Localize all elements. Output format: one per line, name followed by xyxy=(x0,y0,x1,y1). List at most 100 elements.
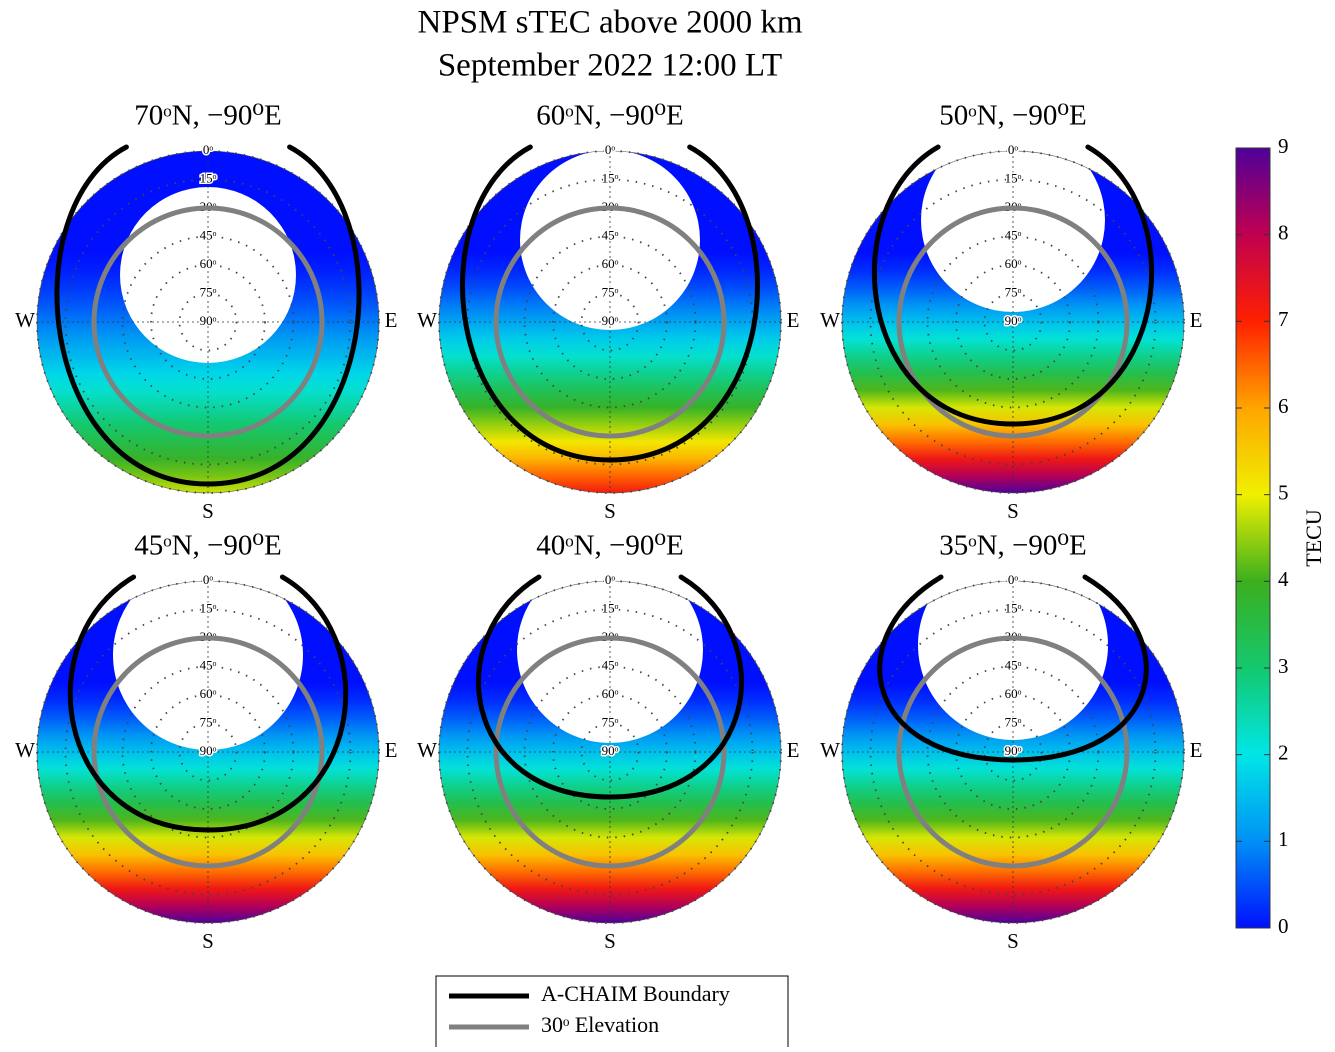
elevation-label: 0ᵒ xyxy=(605,142,616,157)
no-data-region xyxy=(113,581,303,750)
elevation-label: 45ᵒ xyxy=(200,657,217,672)
colorbar-tick-label: 4 xyxy=(1278,567,1289,591)
elevation-label: 15ᵒ xyxy=(602,170,619,185)
elevation-ring xyxy=(955,264,1071,380)
elevation-label: 60ᵒ xyxy=(200,256,217,271)
colorbar xyxy=(1235,147,1271,929)
elevation-30-circle xyxy=(493,205,727,439)
colorbar-tick-label: 3 xyxy=(1278,654,1289,678)
elevation-ring xyxy=(523,665,697,839)
panel-title: 35ᵒN, −90⁰E xyxy=(939,530,1087,562)
elevation-label: 90ᵒ xyxy=(1005,743,1022,758)
elevation-ring xyxy=(64,178,352,466)
panel-title: 70ᵒN, −90⁰E xyxy=(134,100,282,132)
panel-title: 50ᵒN, −90⁰E xyxy=(939,100,1087,132)
elevation-ring xyxy=(64,608,352,896)
elevation-label: 15ᵒ xyxy=(1005,600,1022,615)
elevation-label: 75ᵒ xyxy=(602,714,619,729)
elevation-ring xyxy=(438,580,782,924)
no-data-region xyxy=(918,581,1108,740)
elevation-label: 45ᵒ xyxy=(1005,227,1022,242)
elevation-ring xyxy=(523,235,697,409)
direction-label: S xyxy=(202,929,214,953)
direction-label: W xyxy=(15,308,35,332)
legend-label: A-CHAIM Boundary xyxy=(541,981,730,1006)
no-data-region xyxy=(520,151,700,330)
elevation-ring xyxy=(983,292,1043,352)
direction-label: W xyxy=(417,308,437,332)
elevation-label: 75ᵒ xyxy=(200,714,217,729)
elevation-label: 75ᵒ xyxy=(1005,714,1022,729)
figure-subtitle: September 2022 12:00 LT xyxy=(438,48,782,84)
colorbar-tick-label: 2 xyxy=(1278,740,1289,764)
panel-title: 45ᵒN, −90⁰E xyxy=(134,530,282,562)
achaim-boundary xyxy=(67,574,349,833)
direction-label: E xyxy=(385,738,398,762)
elevation-label: 45ᵒ xyxy=(602,657,619,672)
elevation-label: 60ᵒ xyxy=(1005,686,1022,701)
elevation-ring xyxy=(926,665,1100,839)
elevation-label: 60ᵒ xyxy=(602,686,619,701)
elevation-ring xyxy=(36,580,380,924)
achaim-boundary xyxy=(54,144,362,487)
elevation-label: 90ᵒ xyxy=(1005,313,1022,328)
direction-label: E xyxy=(787,738,800,762)
elevation-ring xyxy=(178,722,238,782)
figure-title: NPSM sTEC above 2000 km xyxy=(417,5,802,41)
colorbar-tick-label: 1 xyxy=(1278,827,1289,851)
direction-label: E xyxy=(1190,308,1203,332)
elevation-label: 0ᵒ xyxy=(203,142,214,157)
direction-label: W xyxy=(820,308,840,332)
direction-label: S xyxy=(1007,929,1019,953)
elevation-ring xyxy=(466,608,754,896)
direction-label: S xyxy=(1007,499,1019,523)
elevation-ring xyxy=(580,722,640,782)
elevation-ring xyxy=(926,235,1100,409)
elevation-label: 45ᵒ xyxy=(200,227,217,242)
direction-label: W xyxy=(820,738,840,762)
legend-box xyxy=(435,975,789,1049)
elevation-ring xyxy=(438,150,782,494)
direction-label: W xyxy=(15,738,35,762)
elevation-ring xyxy=(150,264,266,380)
elevation-ring xyxy=(983,722,1043,782)
elevation-label: 75ᵒ xyxy=(602,284,619,299)
elevation-ring xyxy=(841,150,1185,494)
elevation-ring xyxy=(178,292,238,352)
elevation-ring xyxy=(36,150,380,494)
colorbar-tick-label: 9 xyxy=(1278,134,1289,158)
colorbar-tick-label: 0 xyxy=(1278,914,1289,938)
direction-label: S xyxy=(604,929,616,953)
no-data-region xyxy=(120,187,296,363)
elevation-30-circle xyxy=(493,635,727,869)
elevation-30-circle xyxy=(896,635,1130,869)
elevation-label: 75ᵒ xyxy=(1005,284,1022,299)
elevation-label: 60ᵒ xyxy=(200,686,217,701)
elevation-label: 60ᵒ xyxy=(1005,256,1022,271)
colorbar-tick-label: 8 xyxy=(1278,220,1289,244)
legend-label: 30ᵒ Elevation xyxy=(541,1012,659,1037)
panel-title: 40ᵒN, −90⁰E xyxy=(536,530,684,562)
achaim-boundary xyxy=(871,144,1155,427)
elevation-ring xyxy=(121,235,295,409)
achaim-boundary xyxy=(476,574,744,800)
elevation-ring xyxy=(121,665,295,839)
elevation-label: 0ᵒ xyxy=(1008,142,1019,157)
elevation-label: 90ᵒ xyxy=(200,743,217,758)
elevation-label: 0ᵒ xyxy=(605,572,616,587)
elevation-label: 0ᵒ xyxy=(1008,572,1019,587)
direction-label: E xyxy=(385,308,398,332)
elevation-30-circle xyxy=(91,205,325,439)
elevation-label: 15ᵒ xyxy=(200,600,217,615)
panel-title: 60ᵒN, −90⁰E xyxy=(536,100,684,132)
elevation-label: 90ᵒ xyxy=(602,313,619,328)
direction-label: S xyxy=(604,499,616,523)
elevation-label: 0ᵒ xyxy=(203,572,214,587)
direction-label: E xyxy=(787,308,800,332)
elevation-label: 90ᵒ xyxy=(602,743,619,758)
elevation-label: 15ᵒ xyxy=(200,170,217,185)
elevation-ring xyxy=(841,580,1185,924)
colorbar-tick-label: 6 xyxy=(1278,394,1289,418)
direction-label: S xyxy=(202,499,214,523)
